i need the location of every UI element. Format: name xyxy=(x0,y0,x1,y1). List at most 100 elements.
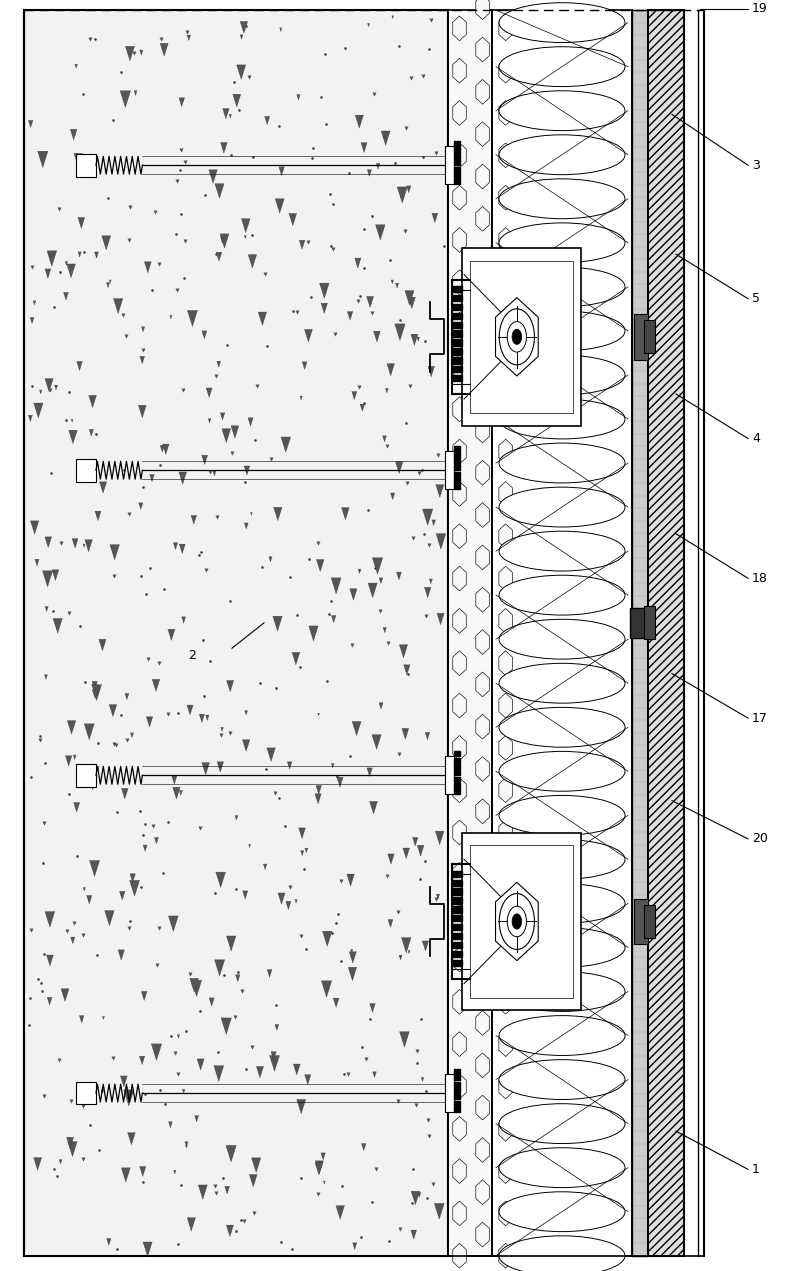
Polygon shape xyxy=(374,332,380,342)
Polygon shape xyxy=(269,557,272,562)
Polygon shape xyxy=(408,951,410,953)
Polygon shape xyxy=(454,478,460,483)
Polygon shape xyxy=(78,252,82,257)
Ellipse shape xyxy=(499,47,625,86)
Polygon shape xyxy=(78,217,85,229)
Polygon shape xyxy=(394,324,406,341)
Polygon shape xyxy=(233,94,241,107)
Polygon shape xyxy=(403,848,410,859)
Polygon shape xyxy=(194,1116,198,1122)
Polygon shape xyxy=(452,295,462,301)
Polygon shape xyxy=(418,845,424,857)
Polygon shape xyxy=(402,728,409,740)
Polygon shape xyxy=(226,1145,236,1162)
Polygon shape xyxy=(249,844,250,848)
Polygon shape xyxy=(143,845,147,852)
Polygon shape xyxy=(178,1035,179,1038)
Polygon shape xyxy=(452,348,462,355)
Polygon shape xyxy=(452,322,462,328)
Polygon shape xyxy=(454,1094,460,1099)
Polygon shape xyxy=(354,258,361,268)
Polygon shape xyxy=(45,269,51,278)
Polygon shape xyxy=(134,90,137,95)
Polygon shape xyxy=(405,291,414,305)
Polygon shape xyxy=(281,437,290,452)
Polygon shape xyxy=(89,430,94,436)
Polygon shape xyxy=(413,838,418,846)
Polygon shape xyxy=(367,768,372,777)
Polygon shape xyxy=(454,484,460,489)
Polygon shape xyxy=(452,286,462,292)
Polygon shape xyxy=(67,721,76,735)
Bar xyxy=(445,451,454,489)
Polygon shape xyxy=(235,816,238,820)
Text: 2: 2 xyxy=(188,649,196,662)
Polygon shape xyxy=(240,22,248,33)
Polygon shape xyxy=(95,511,101,521)
Polygon shape xyxy=(120,90,130,108)
Text: 19: 19 xyxy=(752,3,768,15)
Polygon shape xyxy=(406,186,411,193)
Polygon shape xyxy=(99,482,106,493)
Polygon shape xyxy=(202,763,210,775)
Polygon shape xyxy=(454,452,460,458)
Polygon shape xyxy=(66,1138,74,1149)
Polygon shape xyxy=(295,900,298,904)
Ellipse shape xyxy=(499,531,625,571)
Polygon shape xyxy=(102,1017,105,1019)
Polygon shape xyxy=(179,472,186,484)
Polygon shape xyxy=(336,1206,345,1219)
Polygon shape xyxy=(33,301,36,305)
Polygon shape xyxy=(122,1168,130,1182)
Polygon shape xyxy=(77,361,82,371)
Polygon shape xyxy=(360,404,365,412)
Polygon shape xyxy=(237,65,246,79)
Polygon shape xyxy=(256,1066,263,1078)
Polygon shape xyxy=(305,848,308,853)
Polygon shape xyxy=(454,465,460,470)
Polygon shape xyxy=(287,761,292,769)
Polygon shape xyxy=(452,897,462,904)
Ellipse shape xyxy=(499,1103,625,1144)
Polygon shape xyxy=(143,1242,152,1257)
Circle shape xyxy=(499,894,534,949)
Polygon shape xyxy=(217,361,221,367)
Polygon shape xyxy=(208,418,211,423)
Polygon shape xyxy=(315,1163,322,1174)
Circle shape xyxy=(512,914,522,929)
Polygon shape xyxy=(110,544,119,559)
Polygon shape xyxy=(376,164,380,169)
Polygon shape xyxy=(381,131,390,145)
Bar xyxy=(76,764,96,787)
Polygon shape xyxy=(395,461,403,474)
Text: 5: 5 xyxy=(752,292,760,305)
Polygon shape xyxy=(209,170,218,183)
Polygon shape xyxy=(71,419,73,422)
Polygon shape xyxy=(179,98,185,107)
Polygon shape xyxy=(454,1088,460,1093)
Polygon shape xyxy=(206,388,212,398)
Polygon shape xyxy=(425,587,431,597)
Polygon shape xyxy=(452,924,462,930)
Polygon shape xyxy=(452,880,462,886)
Polygon shape xyxy=(301,850,304,855)
Text: 18: 18 xyxy=(752,572,768,585)
Bar xyxy=(448,10,492,1256)
Polygon shape xyxy=(411,334,418,346)
Polygon shape xyxy=(240,34,243,39)
Polygon shape xyxy=(221,1018,231,1035)
Polygon shape xyxy=(221,142,227,153)
Polygon shape xyxy=(392,15,394,19)
Polygon shape xyxy=(235,975,240,981)
Polygon shape xyxy=(454,154,460,159)
Polygon shape xyxy=(150,474,154,482)
Polygon shape xyxy=(437,613,444,624)
Polygon shape xyxy=(267,747,275,761)
Polygon shape xyxy=(454,160,460,165)
Polygon shape xyxy=(454,758,460,763)
Polygon shape xyxy=(334,998,339,1007)
Polygon shape xyxy=(89,395,97,408)
Polygon shape xyxy=(399,956,402,960)
Polygon shape xyxy=(298,827,306,839)
Polygon shape xyxy=(70,937,75,944)
